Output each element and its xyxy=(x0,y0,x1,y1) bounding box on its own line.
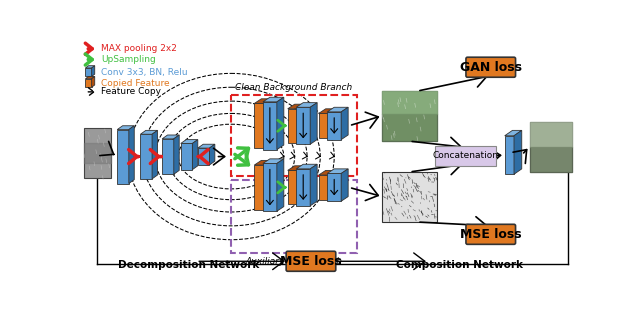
Polygon shape xyxy=(277,97,284,150)
Polygon shape xyxy=(198,144,215,148)
Polygon shape xyxy=(505,136,514,174)
Text: Decomposition Network: Decomposition Network xyxy=(118,260,259,271)
Polygon shape xyxy=(288,104,308,109)
Polygon shape xyxy=(263,102,277,150)
Polygon shape xyxy=(319,109,340,113)
Polygon shape xyxy=(209,144,215,165)
Polygon shape xyxy=(333,109,340,138)
Polygon shape xyxy=(162,135,179,139)
Polygon shape xyxy=(288,166,308,171)
Polygon shape xyxy=(152,131,157,179)
Polygon shape xyxy=(117,126,134,130)
FancyBboxPatch shape xyxy=(435,146,496,166)
Polygon shape xyxy=(301,166,308,204)
Polygon shape xyxy=(296,169,310,206)
Polygon shape xyxy=(129,126,134,184)
Polygon shape xyxy=(254,165,268,210)
Polygon shape xyxy=(263,97,284,102)
Polygon shape xyxy=(341,169,348,201)
Polygon shape xyxy=(310,164,317,206)
Polygon shape xyxy=(117,130,129,184)
Polygon shape xyxy=(268,99,275,148)
Text: MAX pooling 2x2: MAX pooling 2x2 xyxy=(101,44,177,53)
Polygon shape xyxy=(505,131,522,136)
FancyBboxPatch shape xyxy=(84,128,111,178)
Text: Conv 3x3, BN, Relu: Conv 3x3, BN, Relu xyxy=(101,68,188,77)
Polygon shape xyxy=(514,131,522,174)
Polygon shape xyxy=(327,169,348,174)
Text: GAN loss: GAN loss xyxy=(460,61,522,74)
Polygon shape xyxy=(333,170,340,200)
Polygon shape xyxy=(180,140,198,144)
Polygon shape xyxy=(296,164,317,169)
Polygon shape xyxy=(277,159,284,211)
Polygon shape xyxy=(327,107,348,112)
Polygon shape xyxy=(193,140,198,170)
Polygon shape xyxy=(263,163,277,211)
Polygon shape xyxy=(85,79,92,87)
Polygon shape xyxy=(327,174,341,201)
Polygon shape xyxy=(341,107,348,140)
Polygon shape xyxy=(288,170,301,204)
Text: UpSampling: UpSampling xyxy=(101,55,156,64)
FancyBboxPatch shape xyxy=(382,172,436,222)
Polygon shape xyxy=(198,148,209,165)
FancyBboxPatch shape xyxy=(382,91,436,141)
Polygon shape xyxy=(85,66,95,68)
Polygon shape xyxy=(92,77,95,87)
Polygon shape xyxy=(310,103,317,144)
Text: Auxiliary Rain Branch: Auxiliary Rain Branch xyxy=(245,257,342,266)
Polygon shape xyxy=(254,104,268,148)
Polygon shape xyxy=(319,113,333,138)
Polygon shape xyxy=(140,131,157,134)
Polygon shape xyxy=(162,139,174,174)
Text: Copied Feature: Copied Feature xyxy=(101,79,170,88)
Polygon shape xyxy=(254,160,275,165)
Polygon shape xyxy=(263,159,284,163)
FancyBboxPatch shape xyxy=(529,122,572,172)
FancyBboxPatch shape xyxy=(286,251,336,271)
Polygon shape xyxy=(296,107,310,144)
Polygon shape xyxy=(85,68,92,77)
FancyBboxPatch shape xyxy=(466,57,516,77)
Text: Composition Network: Composition Network xyxy=(396,260,524,271)
Text: Clean Background Branch: Clean Background Branch xyxy=(236,83,353,92)
Polygon shape xyxy=(301,104,308,143)
Polygon shape xyxy=(288,109,301,143)
Text: Concatenation: Concatenation xyxy=(432,151,498,160)
Text: Feature Copy: Feature Copy xyxy=(101,87,161,96)
FancyBboxPatch shape xyxy=(466,224,516,244)
Polygon shape xyxy=(296,103,317,107)
Polygon shape xyxy=(85,77,95,79)
Polygon shape xyxy=(174,135,179,174)
Polygon shape xyxy=(92,66,95,77)
Polygon shape xyxy=(268,160,275,210)
Polygon shape xyxy=(180,144,193,170)
Text: MSE loss: MSE loss xyxy=(460,228,522,241)
Polygon shape xyxy=(327,112,341,140)
Polygon shape xyxy=(319,175,333,200)
Polygon shape xyxy=(319,170,340,175)
Text: MSE loss: MSE loss xyxy=(280,255,342,268)
Polygon shape xyxy=(254,99,275,104)
Polygon shape xyxy=(140,134,152,179)
